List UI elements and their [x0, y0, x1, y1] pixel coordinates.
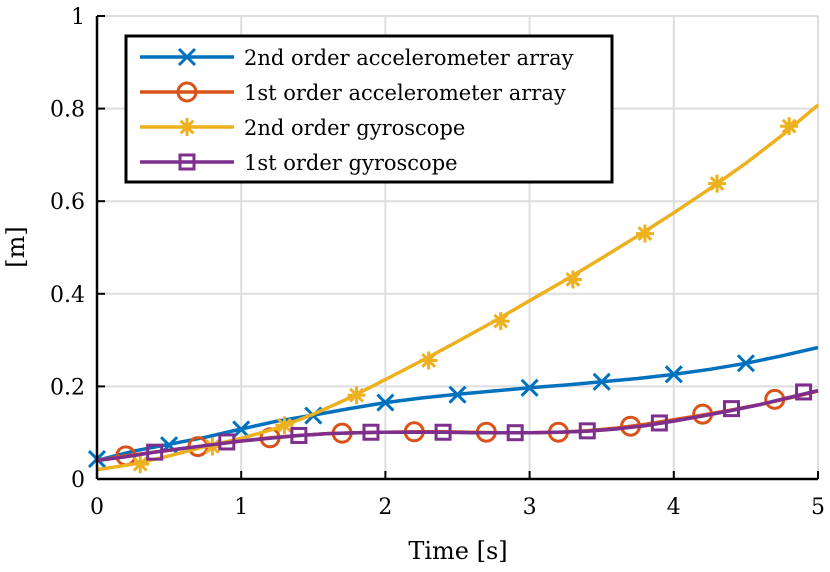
data-point	[795, 383, 813, 401]
data-point	[578, 422, 596, 440]
marker-stroke	[565, 272, 581, 287]
data-point	[722, 400, 740, 418]
marker-stroke	[132, 456, 148, 472]
data-point	[650, 414, 668, 432]
y-tick-label: 0	[71, 468, 85, 493]
y-tick-label: 1	[71, 5, 85, 30]
x-tick-label: 4	[667, 495, 681, 520]
data-point	[491, 312, 510, 331]
legend-marker	[178, 118, 196, 136]
x-axis-label: Time [s]	[408, 537, 507, 565]
data-point	[290, 426, 308, 444]
data-point	[232, 420, 251, 439]
tick-labels: 0 1 2 3 4 5 0 0.2 0.4 0.6 0.8 1	[50, 5, 825, 520]
legend-entry: 2nd order gyroscope	[140, 116, 465, 140]
series-layer	[87, 103, 820, 474]
data-point	[419, 351, 438, 370]
marker-stroke	[736, 354, 755, 373]
marker-stroke	[232, 420, 251, 439]
series-4	[96, 383, 819, 463]
y-tick-label: 0.8	[50, 98, 85, 123]
marker-stroke	[664, 365, 683, 384]
data-point	[520, 378, 539, 397]
series-2	[96, 388, 819, 467]
data-point	[708, 174, 727, 193]
data-point	[275, 416, 294, 435]
data-point	[146, 443, 164, 461]
legend-label: 2nd order gyroscope	[244, 116, 465, 140]
marker-stroke	[376, 393, 395, 412]
data-point	[448, 385, 467, 404]
data-point	[506, 424, 524, 442]
y-tick-label: 0.4	[50, 283, 85, 308]
legend-marker	[176, 81, 198, 103]
data-point	[563, 270, 582, 289]
legend-label: 1st order gyroscope	[244, 151, 458, 175]
marker-stroke	[204, 439, 220, 455]
y-tick-label: 0.2	[50, 375, 85, 400]
x-tick-label: 5	[811, 495, 825, 520]
x-tick-label: 2	[378, 495, 392, 520]
data-point	[635, 224, 654, 243]
x-tick-label: 3	[523, 495, 537, 520]
data-point	[218, 433, 236, 451]
legend-marker	[177, 47, 197, 67]
x-tick-label: 0	[90, 495, 104, 520]
data-point	[362, 423, 380, 441]
marker-stroke	[592, 372, 611, 391]
data-point	[131, 455, 150, 474]
legend-label: 2nd order accelerometer array	[244, 46, 574, 70]
data-point	[434, 423, 452, 441]
legend-entry: 2nd order accelerometer array	[140, 46, 574, 70]
y-axis-label: [m]	[2, 226, 30, 267]
legend-marker	[178, 153, 196, 171]
data-point	[592, 372, 611, 391]
marker-stroke	[520, 378, 539, 397]
legend-box	[124, 34, 614, 184]
marker-stroke	[493, 313, 509, 329]
marker-stroke	[448, 385, 467, 404]
marker-stroke	[277, 417, 292, 433]
legend-label: 1st order accelerometer array	[244, 81, 566, 105]
legend-entry: 1st order accelerometer array	[140, 81, 566, 105]
data-point	[780, 117, 799, 136]
legend-entry: 1st order gyroscope	[140, 151, 458, 175]
marker-stroke	[781, 118, 797, 134]
marker-stroke	[709, 176, 725, 192]
data-point	[664, 365, 683, 384]
legend: 2nd order accelerometer array 1st order a…	[124, 34, 614, 184]
marker-stroke	[637, 226, 653, 242]
data-point	[347, 386, 366, 405]
marker-stroke	[177, 47, 197, 67]
x-tick-label: 1	[234, 495, 248, 520]
series-line	[96, 388, 819, 463]
marker-stroke	[349, 387, 364, 403]
y-tick-label: 0.6	[50, 190, 85, 215]
data-point	[376, 393, 395, 412]
axes	[95, 15, 819, 481]
data-point	[736, 354, 755, 373]
marker-stroke	[179, 119, 195, 135]
marker-stroke	[421, 353, 437, 368]
